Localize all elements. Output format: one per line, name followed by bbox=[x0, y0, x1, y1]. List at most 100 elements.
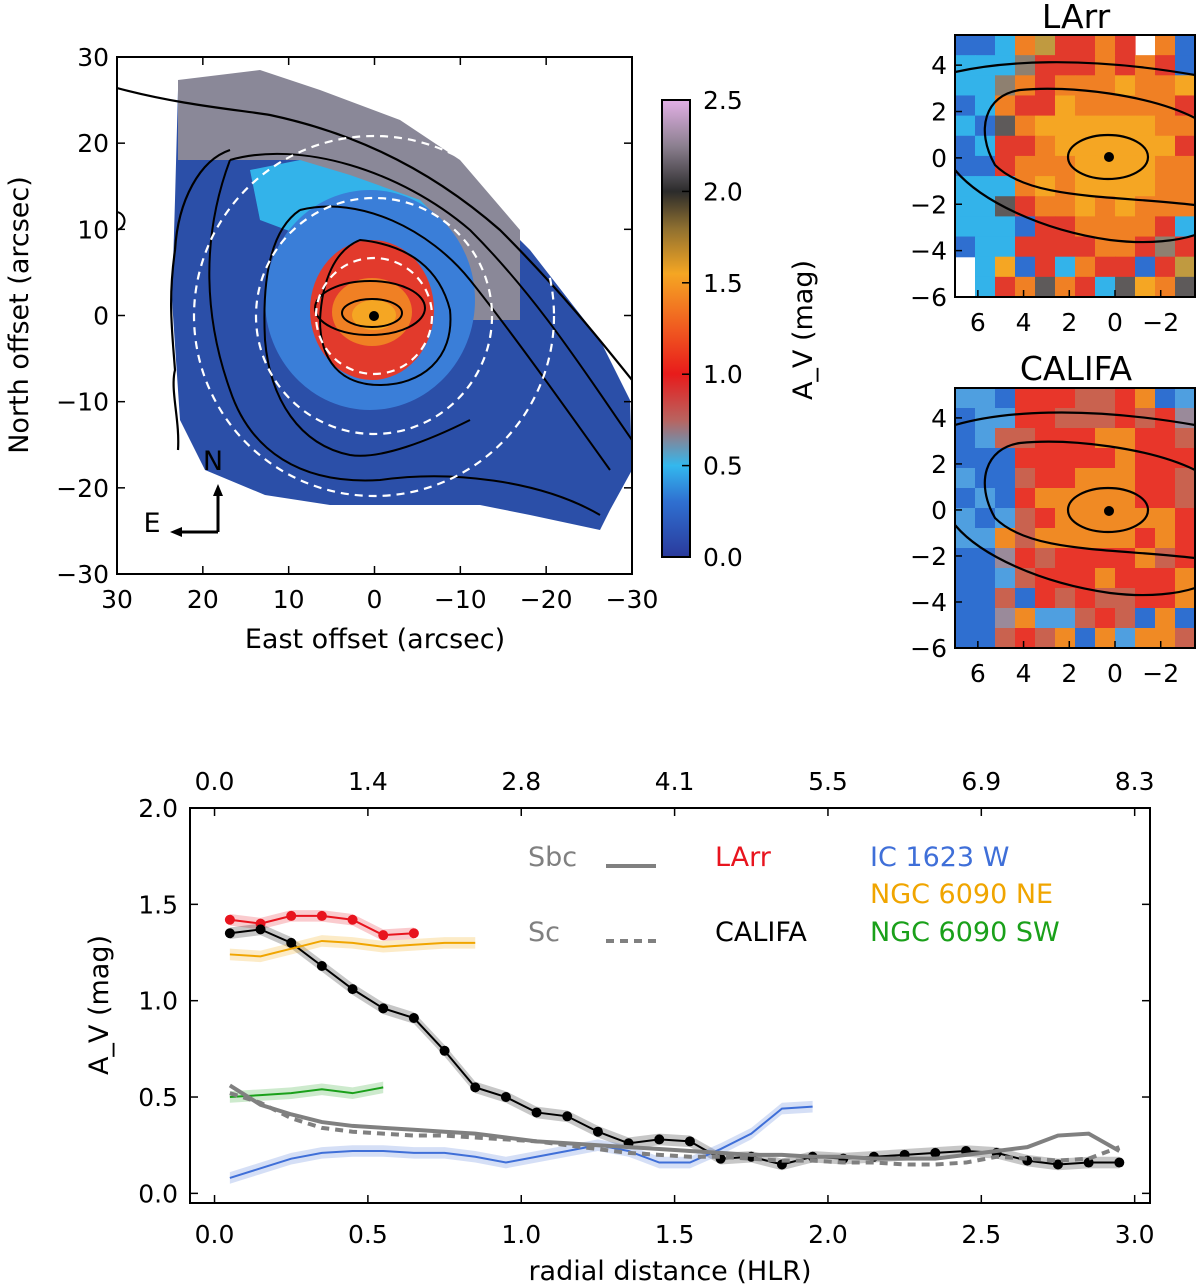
legend-sc-label: Sc bbox=[528, 917, 560, 948]
inset-x-tick-label: 2 bbox=[1061, 308, 1077, 337]
main-y-tick-label: −30 bbox=[56, 560, 109, 589]
inset-pixel bbox=[1055, 216, 1076, 238]
inset-larr-image bbox=[955, 35, 1195, 297]
inset-pixel bbox=[1015, 408, 1036, 429]
inset-califa-frame bbox=[954, 387, 1196, 649]
inset-pixel bbox=[995, 95, 1016, 117]
inset-pixel bbox=[975, 628, 996, 648]
inset-pixel bbox=[1135, 216, 1156, 238]
inset-pixel bbox=[995, 176, 1016, 197]
inset-pixel bbox=[1135, 608, 1156, 629]
inset-pixel bbox=[1155, 35, 1176, 56]
inset-pixel bbox=[1175, 75, 1195, 97]
inset-pixel bbox=[975, 35, 996, 56]
main-x-tick-label: 0 bbox=[367, 585, 383, 614]
inset-pixel bbox=[1035, 608, 1056, 629]
inset-pixel bbox=[975, 528, 996, 549]
profile-x-tick-label: 2.5 bbox=[961, 1220, 1001, 1249]
inset-pixel bbox=[975, 236, 996, 258]
inset-pixel bbox=[975, 216, 996, 238]
inset-pixel bbox=[1095, 488, 1116, 509]
point-larr bbox=[408, 928, 419, 939]
inset-pixel bbox=[955, 488, 976, 509]
inset-pixel bbox=[1155, 508, 1176, 529]
band-ngc-6090-ne bbox=[229, 935, 476, 963]
inset-pixel bbox=[1055, 95, 1076, 117]
inset-pixel bbox=[1175, 55, 1195, 76]
inset-pixel bbox=[995, 428, 1016, 449]
inset-pixel bbox=[1115, 75, 1136, 97]
inset-pixel bbox=[1115, 608, 1136, 629]
inset-pixel bbox=[1115, 388, 1136, 409]
point-califa bbox=[531, 1107, 542, 1118]
main-y-tick-label: 0 bbox=[93, 302, 109, 331]
point-califa bbox=[470, 1082, 481, 1093]
inset-y-tick-label: 0 bbox=[931, 496, 947, 525]
inset-pixel bbox=[995, 568, 1016, 589]
point-larr bbox=[224, 914, 235, 925]
main-x-tick-label: −10 bbox=[434, 585, 487, 614]
legend-sbc-label: Sbc bbox=[528, 842, 577, 873]
inset-y-tick-label: 0 bbox=[931, 144, 947, 173]
inset-pixel bbox=[1035, 468, 1056, 489]
inset-pixel bbox=[1075, 95, 1096, 117]
map-region-grey bbox=[178, 70, 520, 320]
inset-pixel bbox=[1035, 388, 1056, 409]
inset-pixel bbox=[1135, 488, 1156, 509]
inset-pixel bbox=[1115, 628, 1136, 648]
legend-califa-label: CALIFA bbox=[715, 917, 807, 948]
inset-pixel bbox=[955, 608, 976, 629]
inset-pixel bbox=[1175, 236, 1195, 258]
inset-pixel bbox=[995, 236, 1016, 258]
inset-pixel bbox=[1115, 528, 1136, 549]
inset-pixel bbox=[1055, 528, 1076, 549]
inset-y-tick-label: −4 bbox=[910, 588, 947, 617]
colorbar-ticks: 0.0 0.5 1.0 1.5 2.0 2.5 bbox=[682, 86, 743, 572]
inset-pixel bbox=[1135, 176, 1156, 197]
inset-pixel bbox=[1175, 176, 1195, 197]
inset-pixel bbox=[1115, 155, 1136, 177]
series-line-sbc bbox=[228, 1083, 1121, 1161]
inset-pixel bbox=[1055, 628, 1076, 648]
inset-pixel bbox=[995, 528, 1016, 549]
inset-pixel bbox=[1135, 55, 1156, 76]
inset-pixel bbox=[955, 155, 976, 177]
profile-y-axis-label: A_V (mag) bbox=[84, 935, 115, 1075]
inset-x-tick-label: −2 bbox=[1142, 308, 1179, 337]
inset-pixel bbox=[955, 588, 976, 609]
profile-top-tick-label: 0.0 bbox=[195, 767, 235, 796]
inset-pixel bbox=[1015, 588, 1036, 609]
inset-pixel bbox=[955, 176, 976, 197]
inset-pixel bbox=[1095, 528, 1116, 549]
inset-pixel bbox=[1095, 55, 1116, 76]
inset-pixel bbox=[1035, 528, 1056, 549]
inset-pixel bbox=[1035, 628, 1056, 648]
inset-pixel bbox=[1175, 508, 1195, 529]
inset-pixel bbox=[1035, 135, 1056, 157]
profile-uncertainty-bands bbox=[229, 910, 1120, 1184]
inset-pixel bbox=[1155, 115, 1176, 137]
inset-pixel bbox=[1035, 488, 1056, 509]
inset-pixel bbox=[1075, 508, 1096, 529]
inset-pixel bbox=[1095, 176, 1116, 197]
inset-pixel bbox=[1075, 276, 1096, 297]
inset-pixel bbox=[1095, 568, 1116, 589]
inset-pixel bbox=[1055, 448, 1076, 469]
inset-pixel bbox=[1155, 75, 1176, 97]
inset-pixel bbox=[1075, 428, 1096, 449]
inset-y-tick-label: 4 bbox=[931, 51, 947, 80]
point-califa bbox=[1114, 1157, 1125, 1168]
point-califa bbox=[255, 924, 266, 935]
inset-y-tick-label: −4 bbox=[910, 237, 947, 266]
inset-pixel bbox=[1135, 75, 1156, 97]
colorbar-gradient bbox=[661, 99, 691, 558]
profile-top-tick-label: 1.4 bbox=[348, 767, 388, 796]
inset-x-tick-label: 0 bbox=[1107, 659, 1123, 688]
colorbar: 0.0 0.5 1.0 1.5 2.0 2.5 A_V (mag) bbox=[661, 86, 819, 572]
inset-pixel bbox=[1035, 95, 1056, 117]
inset-pixel bbox=[1055, 276, 1076, 297]
inset-pixel bbox=[1075, 528, 1096, 549]
profile-frame bbox=[189, 807, 1151, 1204]
inset-pixel bbox=[955, 115, 976, 137]
main-x-axis-label: East offset (arcsec) bbox=[245, 624, 505, 655]
